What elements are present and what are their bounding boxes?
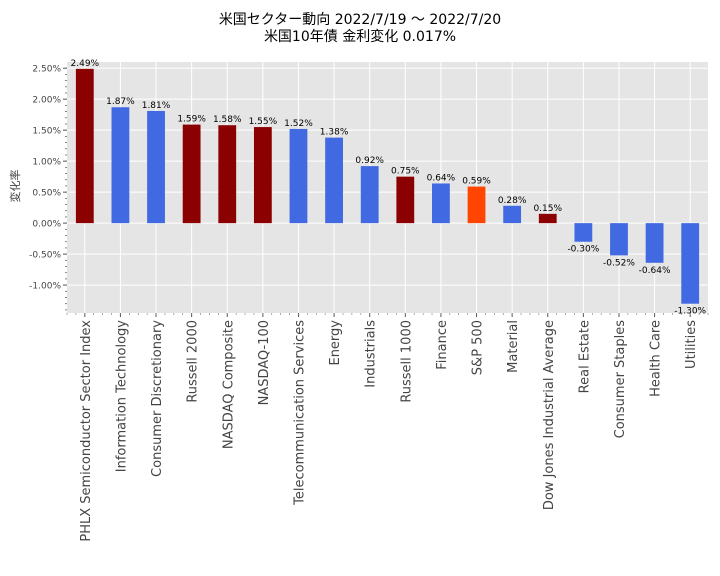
bar <box>289 128 308 224</box>
bar <box>396 176 415 224</box>
bar <box>681 223 700 304</box>
x-tick-label: Utilities <box>684 320 699 369</box>
bar-value-label: 0.28% <box>498 196 527 206</box>
x-tick-label: Information Technology <box>114 320 129 473</box>
x-tick-label: PHLX Semiconductor Sector Index <box>79 320 94 542</box>
x-tick-label: Consumer Discretionary <box>150 320 165 477</box>
x-tick-label: Dow Jones Industrial Average <box>542 320 557 510</box>
bar <box>182 124 201 224</box>
plot-area <box>67 62 708 313</box>
x-tick-label: NASDAQ-100 <box>257 320 272 405</box>
bar-value-label: 1.55% <box>249 117 278 127</box>
bar <box>360 166 379 224</box>
y-tick-label: 1.00% <box>32 158 61 168</box>
x-tick-label: NASDAQ Composite <box>221 320 236 449</box>
bar-value-label: 2.49% <box>71 59 100 69</box>
bar <box>574 223 593 242</box>
x-tick-label: Health Care <box>649 320 664 397</box>
bar-value-label: -0.52% <box>603 258 635 268</box>
x-axis: PHLX Semiconductor Sector Index Informati… <box>66 313 709 542</box>
bar <box>610 223 628 256</box>
bar-value-label: 0.92% <box>355 156 384 166</box>
x-tick-label: Finance <box>435 320 450 370</box>
chart-subtitle: 米国10年債 金利変化 0.017% <box>263 29 457 45</box>
bar <box>503 205 522 224</box>
y-tick-label: 2.50% <box>32 65 61 75</box>
bar <box>467 186 486 224</box>
x-tick-label: Telecommunication Services <box>292 320 307 506</box>
bar-value-label: 0.64% <box>427 173 456 183</box>
bar-value-label: 1.58% <box>213 115 242 125</box>
bar-value-label: -0.30% <box>567 245 599 255</box>
bar <box>645 223 664 263</box>
x-tick-label: Consumer Staples <box>613 320 628 439</box>
x-tick-label: Industrials <box>364 320 379 388</box>
bar <box>147 110 165 224</box>
bar-value-label: 0.75% <box>391 167 420 177</box>
bar-value-label: 0.15% <box>533 204 562 214</box>
bar-value-label: 1.52% <box>284 119 313 129</box>
y-tick-label: 0.50% <box>32 189 61 199</box>
y-tick-label: 0.00% <box>32 220 61 230</box>
x-tick-label: S&P 500 <box>471 320 486 375</box>
x-tick-label: Russell 1000 <box>399 320 414 403</box>
bars <box>75 68 700 304</box>
chart-title: 米国セクター動向 2022/7/19 〜 2022/7/20 <box>218 12 502 28</box>
bar-value-label: 1.59% <box>177 115 206 125</box>
y-axis-label: 変化率 <box>8 170 22 203</box>
bar <box>75 68 94 224</box>
bar-value-label: 1.38% <box>320 128 349 138</box>
x-tick-label: Energy <box>328 320 343 366</box>
x-tick-label: Material <box>506 320 521 373</box>
y-tick-label: -1.00% <box>29 282 61 292</box>
bar-value-label: -1.30% <box>674 307 706 317</box>
bar-value-label: -0.64% <box>639 266 671 276</box>
bar-value-label: 1.81% <box>142 101 171 111</box>
bar-value-label: 1.87% <box>106 97 135 107</box>
y-tick-label: 1.50% <box>32 127 61 137</box>
bar <box>111 107 130 224</box>
bar-value-label: 0.59% <box>462 177 491 187</box>
y-tick-label: -0.50% <box>29 251 61 261</box>
bar <box>253 127 272 224</box>
bar <box>325 137 343 224</box>
bar <box>538 213 557 224</box>
bar <box>218 125 237 224</box>
x-tick-label: Real Estate <box>577 320 592 393</box>
bar <box>432 183 450 224</box>
x-tick-label: Russell 2000 <box>186 320 201 403</box>
y-tick-label: 2.00% <box>32 96 61 106</box>
data-labels: 2.49% 1.87% 1.81% 1.59% 1.58% 1.55% 1.52% 1.38%… <box>71 59 707 317</box>
y-axis: -1.00% -0.50% 0.00% 0.50% 1.00% 1.50% 2.00% 2.5… <box>29 65 67 311</box>
